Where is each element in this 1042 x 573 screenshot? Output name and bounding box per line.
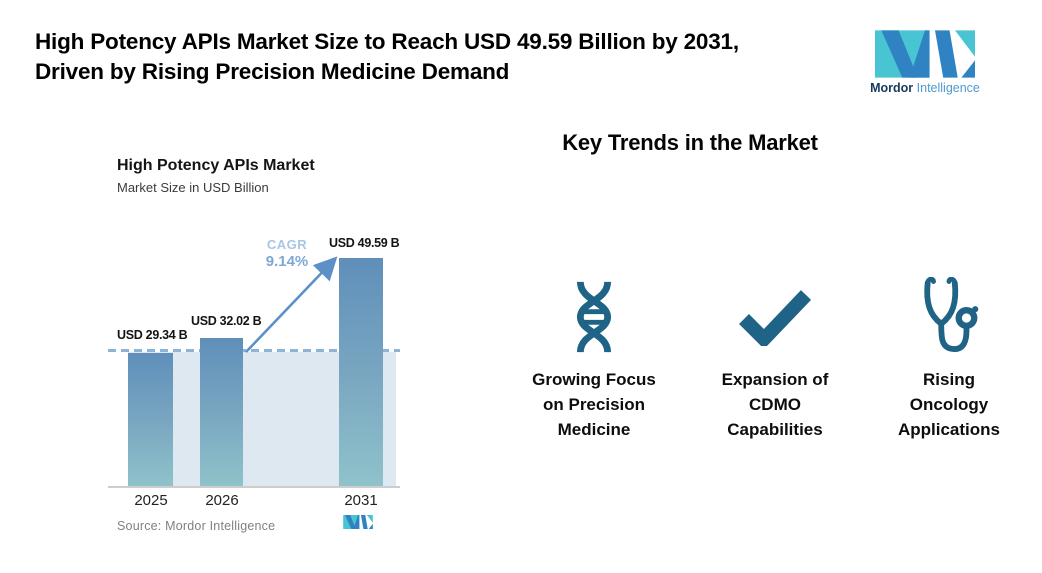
reference-dashed-line <box>108 349 400 352</box>
trend-item-oncology: Rising Oncology Applications <box>865 272 1033 442</box>
value-label-2025: USD 29.34 B <box>117 328 188 342</box>
chart-subtitle: Market Size in USD Billion <box>117 180 269 195</box>
mordor-intelligence-mini-logo-icon <box>343 515 373 529</box>
page-title-line1: High Potency APIs Market Size to Reach U… <box>35 29 739 54</box>
brand-name: Mordor Intelligence <box>868 81 982 95</box>
trends-heading: Key Trends in the Market <box>562 130 818 155</box>
bar-2031 <box>339 258 383 486</box>
brand-logo: Mordor Intelligence <box>868 30 982 95</box>
chart-title: High Potency APIs Market <box>117 157 315 174</box>
cagr-value: 9.14% <box>265 253 309 270</box>
bar-2026 <box>200 338 243 486</box>
stethoscope-icon <box>924 277 979 352</box>
cagr-annotation: CAGR 9.14% <box>255 237 319 270</box>
x-axis <box>108 486 400 488</box>
dna-icon <box>576 281 612 353</box>
year-label-2025: 2025 <box>134 492 168 509</box>
growth-arrow-icon <box>245 256 338 353</box>
mordor-intelligence-logo-icon <box>875 30 975 78</box>
year-label-2031: 2031 <box>344 492 378 509</box>
brand-name-light: Intelligence <box>913 81 980 95</box>
bar-2025 <box>128 353 173 486</box>
bar-chart: USD 29.34 B USD 32.02 B USD 49.59 B CAGR… <box>108 230 400 512</box>
brand-name-bold: Mordor <box>870 81 914 95</box>
value-label-2026: USD 32.02 B <box>191 314 262 328</box>
trend-caption: Expansion of CDMO Capabilities <box>721 370 829 439</box>
source-note: Source: Mordor Intelligence <box>117 519 276 533</box>
trend-item-cdmo: Expansion of CDMO Capabilities <box>691 272 859 442</box>
trend-caption: Rising Oncology Applications <box>897 370 1000 439</box>
trend-item-precision-medicine: Growing Focus on Precision Medicine <box>510 272 678 442</box>
year-label-2026: 2026 <box>205 492 239 509</box>
page-title-line2: Driven by Rising Precision Medicine Dema… <box>35 59 510 84</box>
trend-caption: Growing Focus on Precision Medicine <box>532 370 656 439</box>
value-label-2031: USD 49.59 B <box>329 236 400 250</box>
page-title: High Potency APIs Market Size to Reach U… <box>35 27 865 87</box>
cagr-label: CAGR <box>266 237 308 252</box>
check-icon <box>739 290 812 346</box>
